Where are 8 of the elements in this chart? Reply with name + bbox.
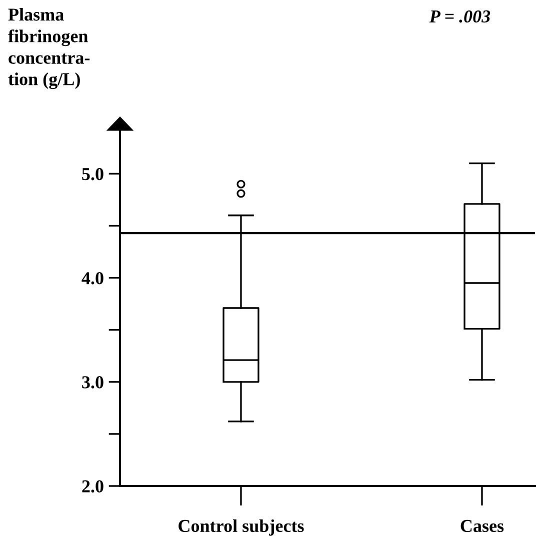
y-tick-label: 2.0: [82, 480, 104, 493]
x-tick-label: Cases: [460, 520, 504, 532]
y-axis-title: Plasma fibrinogen concentra- tion (g/L): [8, 8, 90, 90]
text: P = .003: [429, 10, 490, 23]
x-tick-label: Control subjects: [178, 519, 304, 536]
y-tick-label: 4.0: [82, 272, 104, 284]
y-tick-label: 5.0: [82, 168, 104, 180]
y-tick-label: 3.0: [82, 376, 104, 388]
